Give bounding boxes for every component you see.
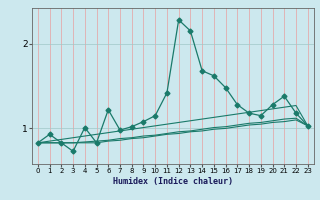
X-axis label: Humidex (Indice chaleur): Humidex (Indice chaleur) (113, 177, 233, 186)
